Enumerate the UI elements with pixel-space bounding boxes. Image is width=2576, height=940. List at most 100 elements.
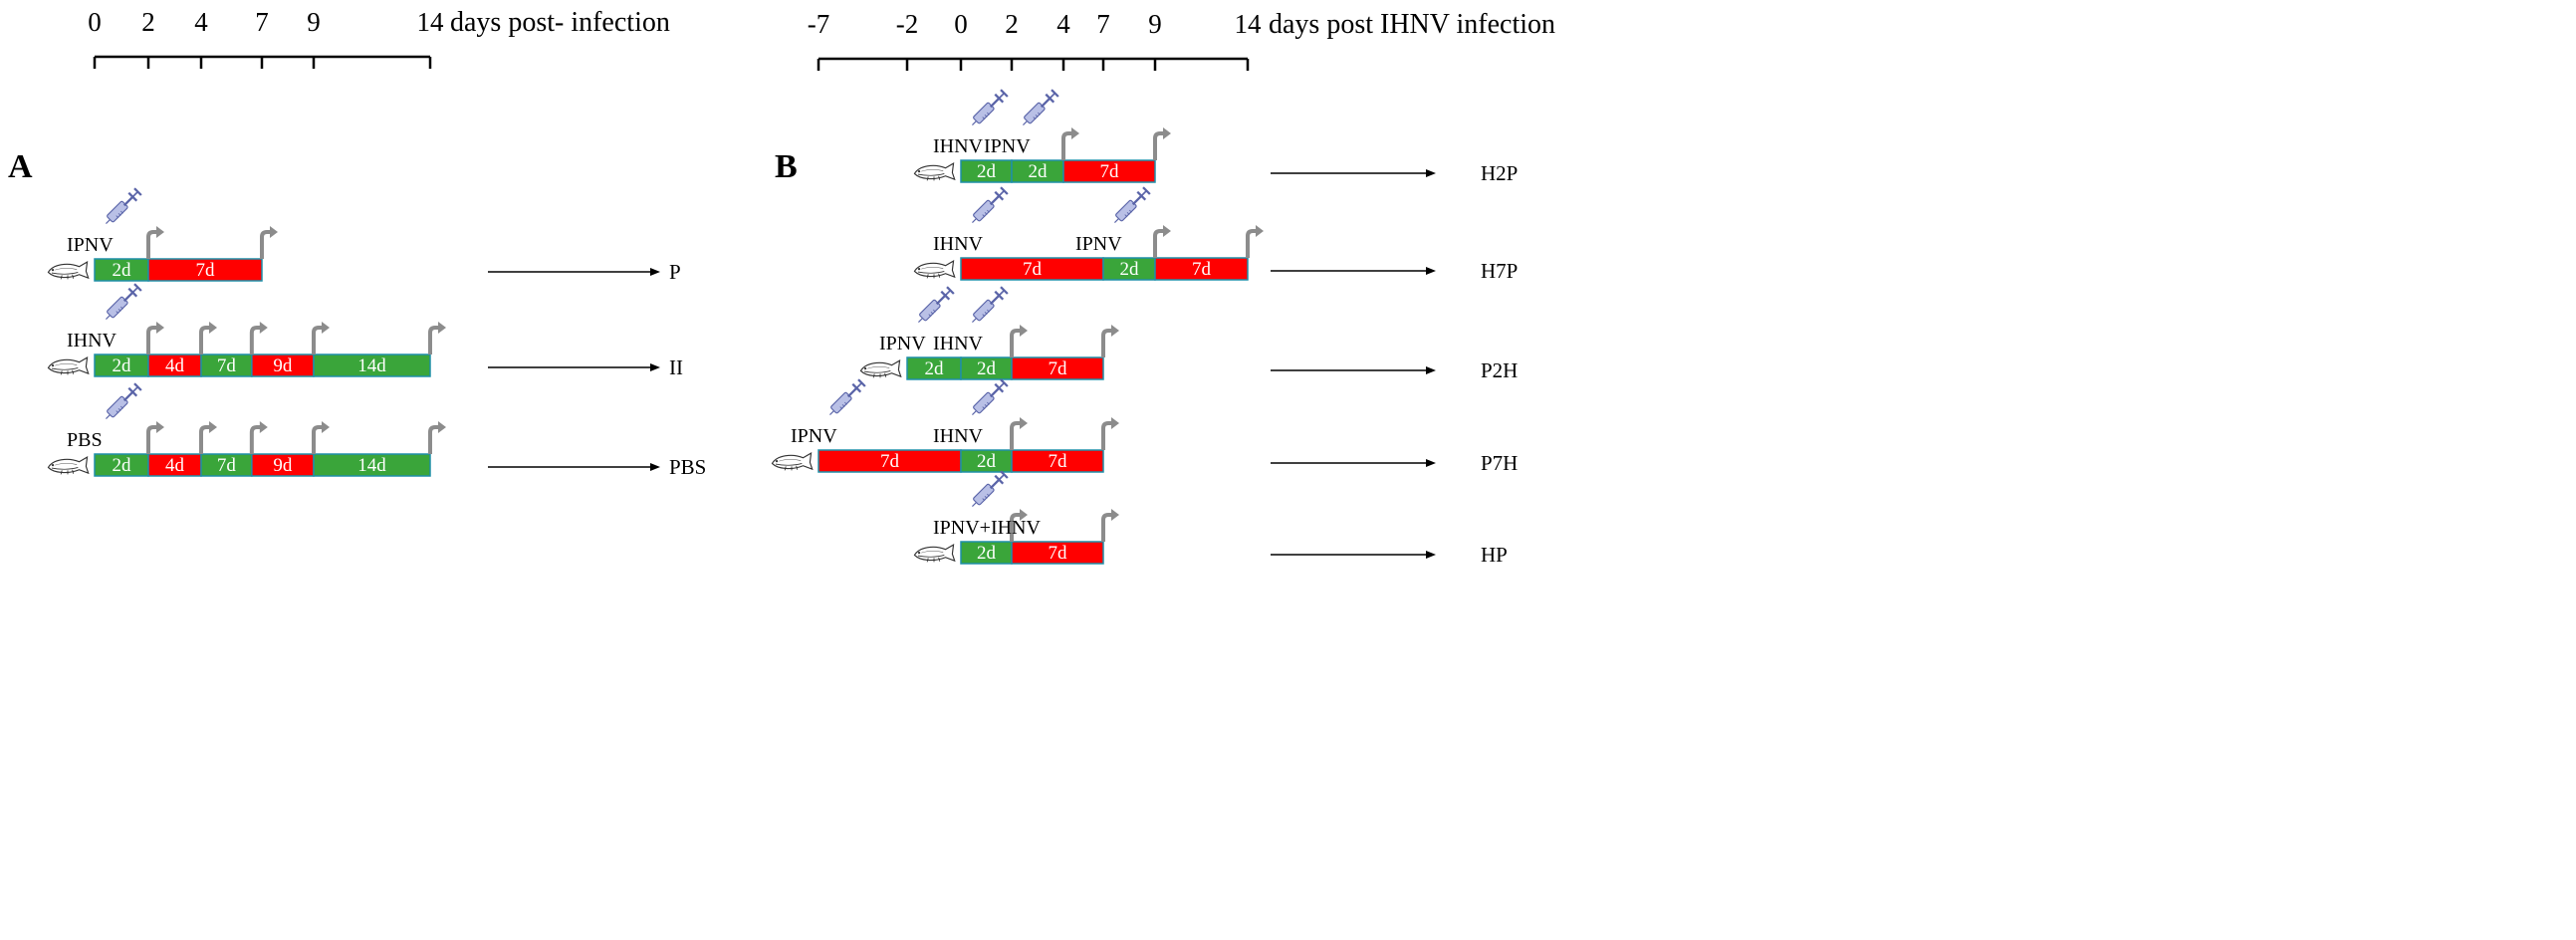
- panel-b-row-h7p: 7d 2d 7d IHNV IPNV H7P: [913, 186, 1518, 283]
- group-label: HP: [1481, 543, 1508, 567]
- group-arrowhead: [650, 268, 660, 276]
- segment-label: 2d: [977, 161, 997, 182]
- sampling-arrow-icon: [199, 421, 217, 454]
- segment-label: 2d: [113, 455, 132, 476]
- injection-agent-label: IPNV: [1075, 233, 1122, 255]
- sampling-arrow-icon: [1061, 127, 1079, 160]
- syringe-icon: [971, 378, 1009, 416]
- panel-a-axis-caption: days post- infection: [450, 7, 670, 38]
- sampling-arrow-icon: [1010, 325, 1028, 357]
- sampling-arrow-icon: [1101, 509, 1119, 542]
- panel-a-row-pbs: 2d 4d 7d 9d 14d PBS PBS: [47, 382, 706, 479]
- segment-label: 2d: [977, 543, 997, 564]
- timeline-segment: [147, 258, 263, 282]
- panel-b-row-p7h: 7d 2d 7d IPNV IHNV P7H: [771, 378, 1518, 475]
- panel-a-row-p: 2d 7d IPNV P: [47, 187, 681, 284]
- fish-icon: [47, 456, 90, 475]
- injection-agent-label: IHNV: [933, 233, 984, 255]
- timeline-segment: [313, 453, 431, 477]
- panel-a-label: A: [8, 148, 33, 185]
- segment-label: 2d: [977, 451, 997, 472]
- injection-agent-label: IPNV: [67, 234, 114, 256]
- segment-label: 2d: [925, 358, 945, 379]
- timeline-segment: [1011, 356, 1104, 380]
- panel-a-tick-label: 7: [255, 7, 269, 37]
- sampling-arrow-icon: [249, 322, 268, 354]
- segment-label: 7d: [196, 260, 216, 281]
- panel-b-tick-label: 4: [1056, 9, 1070, 39]
- panel-a-axis-ticks: 0 2 4 7 9 14: [88, 7, 444, 69]
- panel-a-tick-label: 14: [417, 7, 445, 37]
- fish-icon: [47, 356, 90, 375]
- fish-icon: [913, 544, 956, 563]
- segment-label: 7d: [1049, 543, 1068, 564]
- segment-label: 2d: [113, 260, 132, 281]
- segment-label: 2d: [977, 358, 997, 379]
- panel-a-rows: 2d 7d IPNV P 2d 4d 7d 9d 14d IHNV II 2d 4d 7d 9d 14d PBS…: [47, 187, 706, 479]
- timeline-segment: [1062, 159, 1156, 183]
- panel-b-tick-label: -7: [808, 9, 830, 39]
- panel-b-axis-ticks: -7 -2 0 2 4 7 9 14: [808, 9, 1262, 71]
- segment-label: 7d: [217, 455, 237, 476]
- group-arrowhead: [1426, 459, 1436, 467]
- panel-b-row-p2h: 2d 2d 7d IPNV IHNV P2H: [859, 286, 1518, 382]
- sampling-arrow-icon: [1101, 417, 1119, 450]
- sampling-arrow-icon: [1010, 417, 1028, 450]
- injection-agent-label: IPNV: [984, 135, 1031, 157]
- sampling-arrow-icon: [312, 322, 330, 354]
- segment-label: 7d: [1192, 259, 1212, 280]
- segment-label: 2d: [1120, 259, 1140, 280]
- fish-icon: [47, 261, 90, 280]
- panel-b-tick-label: 14: [1235, 9, 1263, 39]
- group-arrowhead: [1426, 551, 1436, 559]
- panel-a-tick-label: 9: [307, 7, 321, 37]
- group-arrowhead: [650, 463, 660, 471]
- panel-b-tick-label: 2: [1005, 9, 1019, 39]
- panel-b-label: B: [775, 148, 798, 185]
- sampling-arrow-icon: [1153, 225, 1171, 258]
- sampling-arrow-icon: [1153, 127, 1171, 160]
- segment-label: 7d: [880, 451, 900, 472]
- segment-label: 2d: [1029, 161, 1049, 182]
- panel-b-tick-label: 9: [1148, 9, 1162, 39]
- sampling-arrow-icon: [146, 322, 164, 354]
- syringe-icon: [917, 286, 955, 324]
- sampling-arrow-icon: [428, 322, 446, 354]
- injection-agent-label: IPNV: [879, 333, 926, 354]
- panel-b-tick-label: 7: [1096, 9, 1110, 39]
- segment-label: 4d: [165, 355, 185, 376]
- syringe-icon: [105, 382, 142, 420]
- segment-label: 7d: [1100, 161, 1120, 182]
- syringe-icon: [971, 470, 1009, 508]
- segment-label: 7d: [217, 355, 237, 376]
- panel-a-tick-label: 4: [194, 7, 208, 37]
- group-label: P7H: [1481, 451, 1518, 475]
- syringe-icon: [828, 378, 866, 416]
- injection-agent-label: IPNV+IHNV: [933, 517, 1041, 539]
- fish-icon: [859, 359, 902, 378]
- group-label: P2H: [1481, 358, 1518, 382]
- panel-b-row-hp: 2d 7d IPNV+IHNV HP: [913, 470, 1508, 567]
- group-label: H7P: [1481, 259, 1518, 283]
- fish-icon: [913, 260, 956, 279]
- segment-label: 7d: [1049, 451, 1068, 472]
- injection-agent-label: PBS: [67, 429, 103, 451]
- segment-label: 2d: [113, 355, 132, 376]
- sampling-arrow-icon: [1101, 325, 1119, 357]
- sampling-arrow-icon: [260, 226, 278, 259]
- panel-a-tick-label: 2: [141, 7, 155, 37]
- sampling-arrow-icon: [1010, 509, 1028, 542]
- syringe-icon: [105, 283, 142, 321]
- group-label: P: [669, 260, 681, 284]
- injection-agent-label: IHNV: [933, 135, 984, 157]
- syringe-icon: [971, 186, 1009, 224]
- sampling-arrow-icon: [249, 421, 268, 454]
- segment-label: 9d: [273, 455, 293, 476]
- timeline-segment: [1011, 449, 1104, 473]
- segment-label: 7d: [1023, 259, 1043, 280]
- group-label: II: [669, 355, 683, 379]
- panel-b-tick-label: 0: [954, 9, 968, 39]
- group-arrowhead: [1426, 267, 1436, 275]
- injection-agent-label: IPNV: [791, 425, 837, 447]
